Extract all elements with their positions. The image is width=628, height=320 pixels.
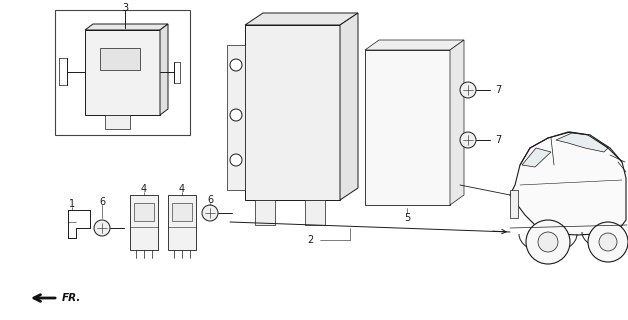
Polygon shape	[160, 24, 168, 115]
Bar	[255, 200, 275, 225]
Bar	[100, 48, 140, 70]
Circle shape	[460, 132, 476, 148]
Text: 6: 6	[99, 197, 105, 207]
Polygon shape	[340, 13, 358, 200]
Polygon shape	[450, 40, 464, 205]
Text: 2: 2	[307, 235, 313, 245]
Circle shape	[460, 82, 476, 98]
Bar	[134, 203, 154, 221]
Circle shape	[94, 220, 110, 236]
Text: 4: 4	[141, 184, 147, 194]
Text: 7: 7	[495, 85, 501, 95]
Circle shape	[526, 220, 570, 264]
Circle shape	[230, 154, 242, 166]
Bar	[305, 200, 325, 225]
Text: 6: 6	[207, 195, 213, 205]
Bar	[245, 25, 340, 200]
Circle shape	[538, 232, 558, 252]
Polygon shape	[365, 40, 464, 50]
Text: 5: 5	[404, 213, 410, 223]
Polygon shape	[522, 148, 551, 167]
Polygon shape	[510, 132, 626, 235]
Bar	[227, 45, 245, 190]
Circle shape	[230, 109, 242, 121]
Text: 4: 4	[179, 184, 185, 194]
Bar	[172, 203, 192, 221]
Bar	[168, 195, 196, 250]
Bar	[510, 190, 518, 218]
Circle shape	[588, 222, 628, 262]
Polygon shape	[245, 13, 358, 25]
Text: 7: 7	[495, 135, 501, 145]
Circle shape	[599, 233, 617, 251]
Text: 3: 3	[122, 3, 128, 13]
Text: 1: 1	[69, 199, 75, 209]
Circle shape	[202, 205, 218, 221]
Bar	[130, 195, 158, 250]
Bar	[105, 115, 130, 129]
Circle shape	[230, 59, 242, 71]
Polygon shape	[556, 133, 608, 152]
Bar	[85, 30, 160, 115]
Bar	[55, 10, 190, 135]
Bar	[365, 50, 450, 205]
Polygon shape	[85, 24, 168, 30]
Text: FR.: FR.	[62, 293, 82, 303]
